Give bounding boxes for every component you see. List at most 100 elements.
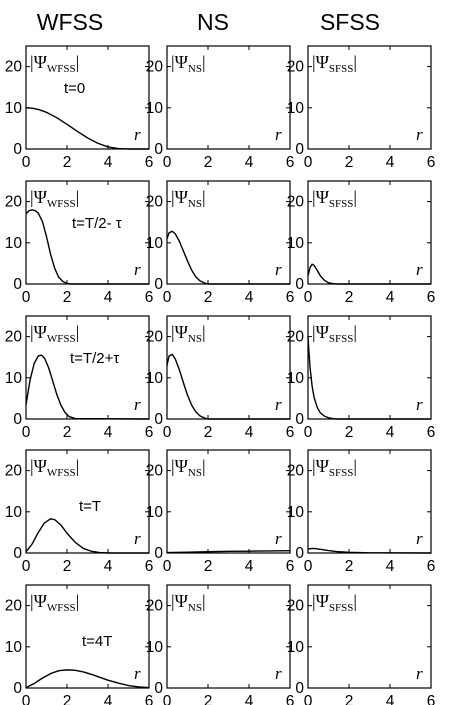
x-tick-label: 2 — [204, 693, 213, 705]
panel-label-subscript: NS — [188, 602, 202, 614]
panel-label: |ΨWFSS| — [30, 52, 79, 75]
panel-label-end: | — [353, 187, 357, 207]
y-tick-label: 20 — [5, 194, 23, 211]
x-axis-label: r — [134, 260, 141, 279]
x-tick-label: 0 — [22, 558, 31, 575]
y-tick-label: 10 — [146, 504, 164, 521]
panel-r4-wfss: 0 2 4 6 0 10 20 r |ΨWFSS| t=T — [5, 449, 153, 575]
y-tick-label: 10 — [146, 235, 164, 252]
panel-label-main: |Ψ — [312, 322, 330, 342]
x-tick-label: 6 — [286, 289, 295, 306]
panel-label-main: |Ψ — [171, 591, 189, 611]
x-tick-label: 2 — [204, 424, 213, 441]
series-line — [166, 353, 290, 420]
x-axis-label: r — [416, 395, 423, 414]
x-tick-label: 6 — [286, 558, 295, 575]
y-tick-label: 0 — [13, 276, 22, 293]
x-tick-label: 4 — [245, 424, 254, 441]
panel-label-main: |Ψ — [171, 322, 189, 342]
y-tick-label: 20 — [5, 598, 23, 615]
axes-frame — [166, 449, 291, 554]
x-tick-label: 4 — [104, 154, 113, 171]
series-line — [307, 547, 432, 554]
panel-label-end: | — [76, 456, 80, 476]
x-tick-label: 6 — [427, 693, 436, 705]
y-tick-label: 0 — [295, 411, 304, 428]
panel-label: |ΨWFSS| — [30, 187, 79, 210]
y-tick-label: 10 — [146, 370, 164, 387]
panel-label-main: |Ψ — [171, 52, 189, 72]
panel-r2-wfss: 0 2 4 6 0 10 20 r |ΨWFSS| t=T/2- τ — [5, 180, 154, 306]
panel-label-end: | — [202, 456, 206, 476]
axes-frame — [25, 45, 150, 150]
y-tick-label: 0 — [154, 141, 163, 158]
panel-label-subscript: WFSS — [47, 467, 76, 479]
y-tick-label: 20 — [146, 598, 164, 615]
panel-label: |ΨWFSS| — [30, 591, 79, 614]
x-tick-label: 2 — [63, 289, 72, 306]
x-tick-label: 6 — [286, 693, 295, 705]
x-axis-label: r — [275, 260, 282, 279]
x-tick-label: 4 — [386, 693, 395, 705]
panel-label-main: |Ψ — [171, 456, 189, 476]
x-axis-label: r — [416, 664, 423, 683]
x-axis-label: r — [134, 664, 141, 683]
x-axis-label: r — [416, 529, 423, 548]
panel-r1-wfss: 0 2 4 6 0 10 20 r |ΨWFSS| t=0 — [5, 45, 153, 171]
axes-frame — [166, 584, 291, 689]
y-tick-label: 10 — [5, 235, 23, 252]
panel-label-subscript: WFSS — [47, 63, 76, 75]
panel-label: |ΨNS| — [171, 52, 206, 75]
x-tick-label: 0 — [163, 558, 172, 575]
y-tick-label: 0 — [154, 276, 163, 293]
x-tick-label: 0 — [22, 154, 31, 171]
series-line — [25, 669, 150, 689]
x-tick-label: 0 — [163, 154, 172, 171]
panel-label-main: |Ψ — [312, 591, 330, 611]
x-tick-label: 2 — [345, 154, 354, 171]
y-tick-label: 10 — [5, 639, 23, 656]
panel-label-subscript: SFSS — [329, 333, 353, 345]
x-axis-label: r — [275, 664, 282, 683]
x-tick-label: 4 — [386, 289, 395, 306]
panel-label-subscript: NS — [188, 467, 202, 479]
y-tick-label: 10 — [287, 370, 305, 387]
y-tick-label: 0 — [295, 680, 304, 697]
x-tick-label: 4 — [245, 558, 254, 575]
x-tick-label: 6 — [427, 558, 436, 575]
y-tick-label: 20 — [287, 194, 305, 211]
x-tick-label: 0 — [304, 693, 313, 705]
time-label: t=T/2+τ — [70, 350, 119, 367]
x-tick-label: 0 — [163, 289, 172, 306]
x-tick-label: 2 — [204, 154, 213, 171]
panel-label: |ΨWFSS| — [30, 456, 79, 479]
panel-label-end: | — [353, 591, 357, 611]
y-tick-label: 20 — [5, 463, 23, 480]
panel-label-end: | — [76, 591, 80, 611]
panel-label-end: | — [353, 456, 357, 476]
panel-r3-wfss: 0 2 4 6 0 10 20 r |ΨWFSS| t=T/2+τ — [5, 315, 153, 441]
panel-label-main: |Ψ — [30, 456, 48, 476]
time-label: t=4T — [82, 633, 112, 650]
y-tick-label: 20 — [287, 329, 305, 346]
x-tick-label: 0 — [163, 693, 172, 705]
x-tick-label: 6 — [427, 424, 436, 441]
x-axis-label: r — [134, 529, 141, 548]
y-tick-label: 10 — [287, 639, 305, 656]
x-tick-label: 6 — [145, 289, 154, 306]
time-label: t=T — [79, 498, 101, 515]
panel-label-main: |Ψ — [30, 187, 48, 207]
panel-label: |ΨNS| — [171, 456, 206, 479]
x-tick-label: 0 — [304, 154, 313, 171]
x-tick-label: 2 — [345, 558, 354, 575]
panel-label-end: | — [202, 52, 206, 72]
panel-label: |ΨSFSS| — [312, 187, 357, 210]
x-axis-label: r — [416, 260, 423, 279]
x-tick-label: 2 — [345, 289, 354, 306]
panel-label: |ΨNS| — [171, 322, 206, 345]
x-tick-label: 4 — [245, 693, 254, 705]
y-tick-label: 20 — [5, 59, 23, 76]
y-tick-label: 0 — [13, 411, 22, 428]
